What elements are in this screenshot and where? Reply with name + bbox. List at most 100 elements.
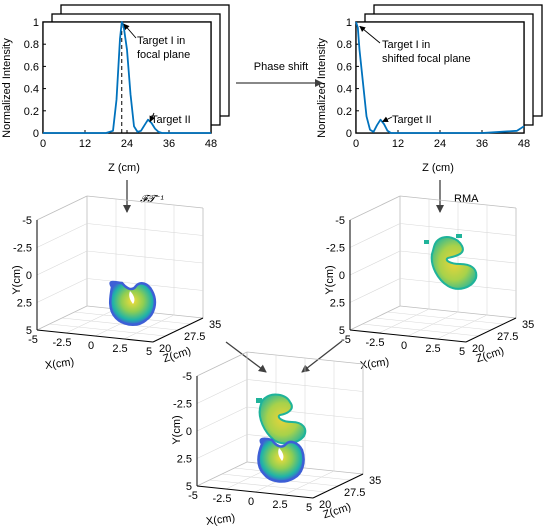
annotation-arrow — [149, 112, 156, 123]
target-1-shape — [258, 393, 307, 445]
z-tick-label: 35 — [209, 319, 221, 331]
grid-line — [36, 223, 88, 248]
z-tick-label: 20 — [319, 499, 331, 511]
target-1-shape — [430, 236, 478, 290]
y-tick-label: 5 — [339, 325, 345, 337]
y-tick-label: 1 — [33, 17, 39, 29]
x-tick-label: 36 — [163, 138, 175, 150]
x-tick-label: 12 — [79, 138, 91, 150]
annotation-arrow — [382, 116, 393, 123]
x-tick-label: 2.5 — [112, 343, 127, 355]
x-tick-label: 0 — [88, 340, 94, 352]
y-tick-label: 0 — [33, 128, 39, 140]
grid-line — [123, 314, 175, 340]
annotation-target-1-line2: shifted focal plane — [382, 53, 471, 65]
x-tick-label: -2.5 — [53, 337, 72, 349]
grid-line — [436, 314, 488, 340]
grid-line — [349, 278, 401, 303]
x-axis-label: X(cm) — [205, 512, 236, 528]
plot-frame — [355, 21, 525, 134]
z-axis-line — [465, 317, 517, 343]
x-tick-label: 2.5 — [425, 343, 440, 355]
annotation-target-2: Target II — [392, 114, 432, 126]
y-axis-label: Y(cm) — [11, 265, 23, 294]
y-tick-label: 5 — [26, 325, 32, 337]
box-edge — [36, 305, 88, 331]
z-axis-line — [312, 473, 364, 499]
box-edge — [196, 461, 248, 487]
voxel-fragment — [424, 240, 429, 244]
annotation-arrow — [123, 23, 137, 39]
intensity-line — [43, 21, 211, 134]
x-axis-label: Z (cm) — [422, 162, 454, 174]
z-tick-label: 35 — [369, 475, 381, 487]
y-tick-label: 0.6 — [337, 61, 352, 73]
grid-line — [86, 250, 204, 264]
y-tick-label: 2.5 — [330, 298, 345, 310]
x-tick-label: -2.5 — [366, 337, 385, 349]
x-axis-line — [196, 485, 314, 499]
target-2-notch — [278, 448, 284, 461]
grid-line — [196, 434, 248, 459]
grid-line — [349, 223, 401, 248]
plot-target-focal-plane: 0 12 24 36 48 0 0.2 0.4 0.6 0.8 1 Normalized Inten… — [1, 4, 230, 174]
target-1-voxels — [424, 234, 478, 290]
y-tick-label: 0 — [339, 270, 345, 282]
box-edge — [196, 351, 248, 377]
target-2-voxels — [257, 437, 305, 483]
x-tick-label: 48 — [205, 138, 217, 150]
grid-line — [36, 278, 88, 303]
x-tick-label: 12 — [392, 138, 404, 150]
z-tick-label: 35 — [522, 319, 534, 331]
y-tick-label: 0 — [186, 426, 192, 438]
y-tick-label: 0.8 — [337, 39, 352, 51]
grid-line — [349, 250, 401, 276]
grid-line — [36, 250, 88, 276]
grid-line — [283, 470, 335, 496]
y-tick-label: 0.2 — [24, 106, 39, 118]
y-tick-label: 0.8 — [24, 39, 39, 51]
box-edge — [36, 195, 88, 221]
y-tick-label: 0.2 — [337, 106, 352, 118]
x-tick-label: -5 — [188, 490, 198, 502]
y-tick-label: -2.5 — [173, 399, 192, 411]
annotation-target-1-line1: Target I in — [137, 35, 185, 47]
z-tick-label: 27.5 — [344, 487, 365, 499]
grid-line — [374, 317, 492, 331]
plot-area: 0 12 24 36 48 0 0.2 0.4 0.6 0.8 1 — [24, 17, 217, 150]
y-tick-label: 1 — [346, 17, 352, 29]
y-tick-label: 0.4 — [337, 84, 352, 96]
voxel-fragment — [456, 234, 462, 238]
x-tick-label: 5 — [459, 346, 465, 358]
y-tick-label: 0.6 — [24, 61, 39, 73]
grid-line — [61, 317, 179, 331]
y-tick-label: -2.5 — [326, 243, 345, 255]
y-tick-label: 5 — [186, 481, 192, 493]
grid-line — [399, 223, 517, 236]
x-tick-label: 24 — [121, 138, 133, 150]
x-tick-label: 2.5 — [272, 499, 287, 511]
y-tick-label: 0 — [346, 128, 352, 140]
x-tick-label: 5 — [306, 502, 312, 514]
x-tick-label: 0 — [248, 496, 254, 508]
x-axis-line — [36, 329, 154, 343]
x-axis-label: X(cm) — [44, 356, 75, 372]
y-tick-label: 0 — [26, 270, 32, 282]
x-axis-label: Z (cm) — [108, 162, 140, 174]
y-axis-label: Normalized Intensity — [316, 38, 328, 138]
z-tick-label: 27.5 — [184, 331, 205, 343]
x-tick-label: 36 — [476, 138, 488, 150]
x-tick-label: 24 — [434, 138, 446, 150]
merge-arrow-left — [225, 341, 267, 373]
plot-target-shifted-focal-plane: 0 12 24 36 48 0 0.2 0.4 0.6 0.8 1 Normalized Inten… — [316, 4, 543, 174]
grid-line — [246, 379, 364, 392]
z-tick-label: 27.5 — [497, 331, 518, 343]
x-tick-label: -5 — [341, 334, 351, 346]
phase-shift-label: Phase shift — [254, 61, 308, 73]
grid-line — [86, 223, 204, 236]
